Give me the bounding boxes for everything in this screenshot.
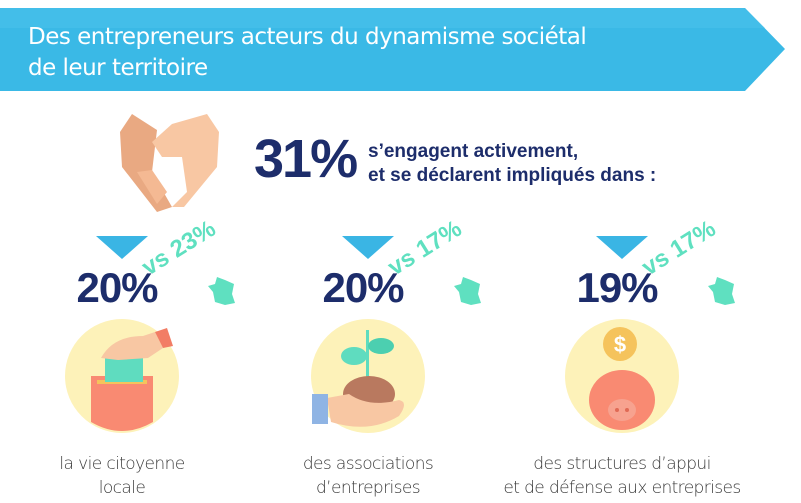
svg-text:$: $: [614, 332, 626, 357]
down-triangle-icon: [342, 236, 394, 259]
caption-line-1: la vie citoyenne: [59, 454, 185, 474]
caption-line-2: et de défense aux entreprises: [503, 478, 741, 498]
title-line-1: Des entrepreneurs acteurs du dynamisme s…: [28, 24, 587, 50]
stat-caption: la vie citoyenne locale: [0, 452, 272, 500]
caption-line-2: d’entreprises: [315, 478, 421, 498]
down-triangle-icon: [596, 236, 648, 259]
title-line-2: de leur territoire: [28, 55, 208, 81]
ballot-box-icon: [65, 319, 179, 433]
headline-percent: 31%: [254, 129, 358, 189]
piggy-bank-icon: $: [565, 319, 679, 433]
stat-caption: des associations d’entreprises: [218, 452, 518, 500]
france-map-icon: [208, 277, 235, 305]
down-triangle-icon: [96, 236, 148, 259]
plant-in-hand-icon: [311, 319, 425, 433]
caption-line-1: des associations: [302, 454, 434, 474]
page-title: Des entrepreneurs acteurs du dynamisme s…: [28, 22, 587, 84]
intro-line-1: s’engagent activement,: [368, 141, 579, 162]
stat-caption: des structures d’appui et de défense aux…: [472, 452, 772, 500]
stat-percent: 19%: [576, 264, 658, 311]
title-banner: [0, 8, 785, 91]
stat-percent: 20%: [322, 264, 404, 311]
france-map-icon: [454, 277, 481, 305]
stat-percent: 20%: [76, 264, 158, 311]
intro-text: s’engagent activement, et se déclarent i…: [368, 140, 656, 188]
handshake-icon: [120, 114, 219, 212]
caption-line-2: locale: [98, 478, 146, 498]
caption-line-1: des structures d’appui: [533, 454, 711, 474]
france-map-icon: [708, 277, 735, 305]
intro-line-2: et se déclarent impliqués dans :: [368, 165, 657, 186]
